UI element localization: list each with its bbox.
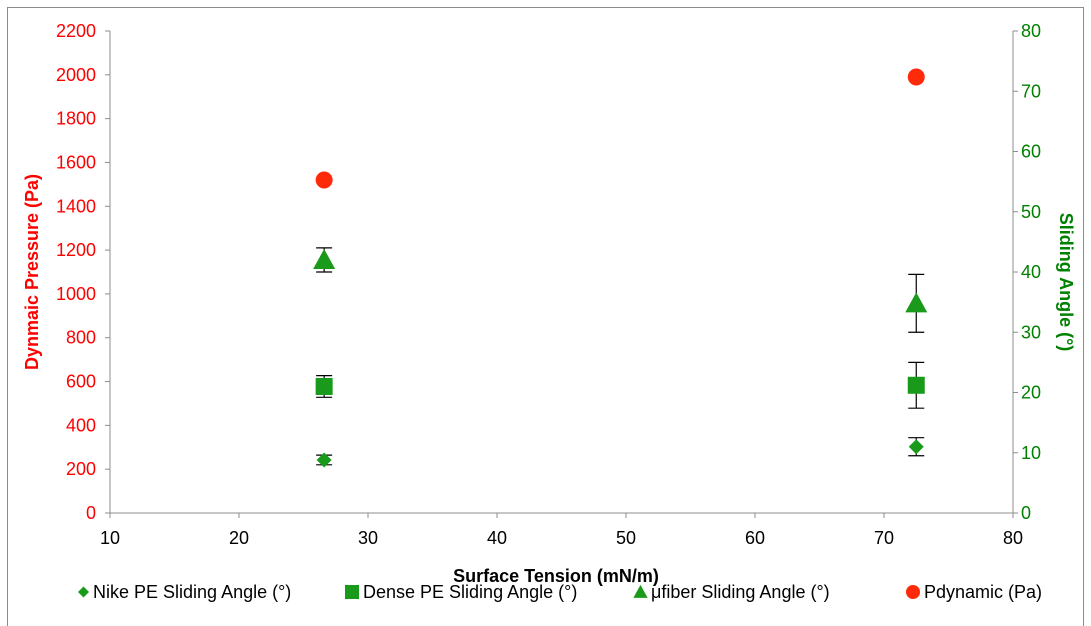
y-left-tick-label: 800 [66, 328, 96, 348]
y-right-tick-label: 30 [1021, 322, 1041, 342]
x-tick-label: 30 [358, 528, 378, 548]
x-tick-label: 80 [1003, 528, 1023, 548]
y-right-tick-label: 20 [1021, 383, 1041, 403]
tick-labels: 0200400600800100012001400160018002000220… [56, 21, 1041, 548]
x-tick-label: 20 [229, 528, 249, 548]
x-tick-label: 70 [874, 528, 894, 548]
y-left-tick-label: 2200 [56, 21, 96, 41]
y-left-tick-label: 400 [66, 415, 96, 435]
legend-label: Dense PE Sliding Angle (°) [363, 582, 577, 602]
data-marks [313, 68, 928, 468]
legend-marker-circle [906, 585, 920, 599]
y-right-tick-label: 80 [1021, 21, 1041, 41]
y-left-tick-label: 1600 [56, 152, 96, 172]
x-tick-label: 10 [100, 528, 120, 548]
y-left-tick-label: 1000 [56, 284, 96, 304]
x-tick-label: 50 [616, 528, 636, 548]
legend-label: Nike PE Sliding Angle (°) [93, 582, 291, 602]
y-right-tick-label: 40 [1021, 262, 1041, 282]
data-point-triangle [905, 292, 928, 313]
data-point-circle [315, 171, 333, 189]
y-left-tick-label: 0 [86, 503, 96, 523]
legend-marker-square [345, 585, 359, 599]
y-axis-right-title: Sliding Angle (°) [1056, 213, 1076, 352]
legend-label: μfiber Sliding Angle (°) [651, 582, 830, 602]
y-left-tick-label: 1800 [56, 109, 96, 129]
y-axis-left-title: Dynmaic Pressure (Pa) [22, 174, 42, 370]
y-left-tick-label: 1400 [56, 196, 96, 216]
legend: Nike PE Sliding Angle (°) Dense PE Slidin… [78, 582, 1042, 602]
x-axis-title: Surface Tension (mN/m) [453, 566, 659, 586]
y-right-tick-label: 10 [1021, 443, 1041, 463]
data-point-square [907, 376, 925, 394]
y-right-tick-label: 60 [1021, 142, 1041, 162]
legend-marker-diamond [78, 586, 89, 598]
legend-label: Pdynamic (Pa) [924, 582, 1042, 602]
y-left-tick-label: 200 [66, 459, 96, 479]
y-left-tick-label: 600 [66, 372, 96, 392]
x-tick-label: 40 [487, 528, 507, 548]
y-right-tick-label: 70 [1021, 81, 1041, 101]
data-point-diamond [908, 439, 924, 455]
y-left-tick-label: 2000 [56, 65, 96, 85]
chart-frame [7, 7, 1084, 626]
data-point-circle [907, 68, 925, 86]
axes [105, 30, 1018, 518]
y-right-tick-label: 0 [1021, 503, 1031, 523]
data-point-triangle [313, 248, 336, 269]
legend-marker-triangle [633, 584, 648, 598]
y-left-tick-label: 1200 [56, 240, 96, 260]
y-right-tick-label: 50 [1021, 202, 1041, 222]
data-point-square [315, 377, 333, 395]
x-tick-label: 60 [745, 528, 765, 548]
data-point-diamond [316, 452, 332, 468]
